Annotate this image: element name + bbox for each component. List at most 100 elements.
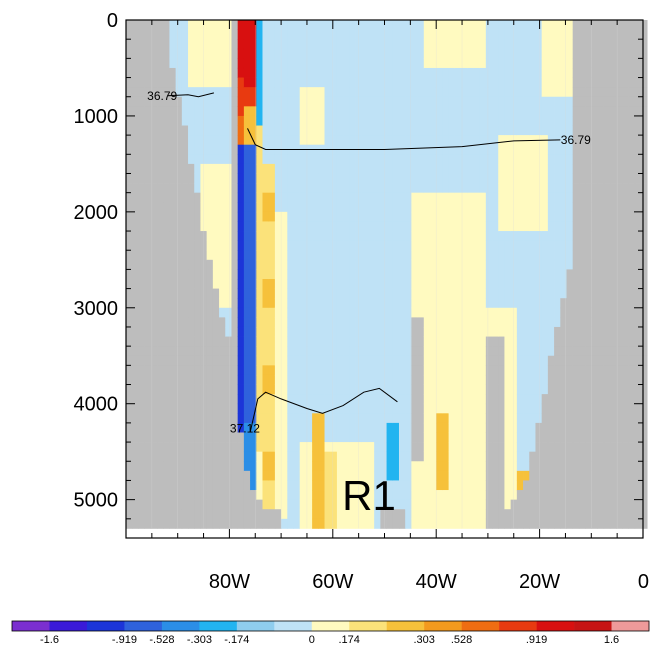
- field-cell: [150, 413, 158, 424]
- field-cell: [616, 374, 623, 385]
- field-cell: [262, 48, 270, 59]
- field-cell: [361, 432, 369, 443]
- field-cell: [442, 202, 449, 213]
- field-cell: [405, 67, 412, 78]
- field-cell: [138, 231, 146, 242]
- field-cell: [243, 67, 251, 78]
- field-cell: [138, 422, 146, 433]
- field-cell: [547, 480, 555, 491]
- field-cell: [547, 518, 555, 529]
- field-cell: [504, 355, 512, 366]
- field-cell: [516, 144, 524, 155]
- field-cell: [126, 202, 133, 213]
- field-cell: [473, 394, 481, 405]
- field-cell: [492, 221, 499, 232]
- field-cell: [560, 374, 567, 385]
- field-cell: [157, 365, 164, 376]
- field-cell: [516, 461, 524, 472]
- field-cell: [237, 48, 245, 59]
- field-cell: [206, 451, 214, 462]
- field-cell: [132, 470, 139, 481]
- field-cell: [169, 106, 177, 117]
- field-cell: [516, 250, 524, 261]
- field-cell: [219, 106, 226, 117]
- field-cell: [535, 231, 543, 242]
- field-cell: [467, 509, 474, 520]
- field-cell: [312, 346, 319, 357]
- field-cell: [250, 211, 257, 222]
- field-cell: [212, 518, 220, 529]
- field-cell: [578, 317, 586, 328]
- field-cell: [256, 115, 263, 126]
- field-cell: [206, 183, 214, 194]
- field-cell: [287, 163, 294, 174]
- field-cell: [287, 365, 294, 376]
- field-cell: [628, 77, 636, 88]
- field-cell: [554, 279, 561, 289]
- field-cell: [628, 307, 636, 318]
- field-cell: [492, 307, 499, 318]
- field-cell: [541, 192, 549, 203]
- field-cell: [566, 461, 574, 472]
- field-cell: [392, 442, 400, 453]
- field-cell: [150, 67, 158, 78]
- field-cell: [305, 269, 313, 280]
- field-cell: [461, 365, 468, 376]
- field-cell: [554, 154, 561, 165]
- field-cell: [219, 346, 226, 357]
- field-cell: [504, 413, 512, 424]
- field-cell: [597, 442, 605, 453]
- field-cell: [256, 96, 263, 107]
- field-cell: [163, 288, 170, 299]
- field-cell: [585, 144, 592, 155]
- field-cell: [529, 470, 536, 481]
- field-cell: [640, 509, 648, 520]
- field-cell: [367, 192, 375, 203]
- field-cell: [461, 211, 468, 222]
- field-cell: [299, 269, 307, 280]
- field-cell: [206, 298, 214, 309]
- field-cell: [274, 374, 282, 385]
- field-cell: [454, 58, 462, 69]
- field-cell: [361, 163, 369, 174]
- field-cell: [498, 240, 505, 251]
- field-cell: [461, 518, 468, 529]
- field-cell: [250, 298, 257, 309]
- field-cell: [398, 518, 406, 529]
- field-cell: [473, 499, 481, 510]
- field-cell: [405, 518, 412, 529]
- field-cell: [392, 394, 400, 405]
- field-cell: [144, 135, 152, 146]
- colorbar-label: .919: [526, 634, 547, 646]
- field-cell: [516, 173, 524, 184]
- field-cell: [380, 269, 387, 280]
- field-cell: [479, 279, 487, 289]
- field-cell: [237, 336, 245, 347]
- field-cell: [535, 154, 543, 165]
- field-cell: [367, 211, 375, 222]
- field-cell: [628, 250, 636, 261]
- field-cell: [361, 221, 369, 232]
- field-cell: [448, 221, 456, 232]
- field-cell: [640, 422, 648, 433]
- field-cell: [585, 202, 592, 213]
- field-cell: [386, 58, 394, 69]
- field-cell: [243, 231, 251, 242]
- field-cell: [454, 490, 462, 501]
- field-cell: [417, 394, 425, 405]
- field-cell: [566, 231, 574, 242]
- field-cell: [132, 403, 139, 414]
- field-cell: [188, 106, 195, 117]
- field-cell: [256, 77, 263, 88]
- field-cell: [578, 307, 586, 318]
- field-cell: [442, 96, 449, 107]
- field-cell: [634, 125, 642, 136]
- field-cell: [566, 135, 574, 146]
- field-cell: [597, 355, 605, 366]
- field-cell: [262, 20, 270, 30]
- field-cell: [591, 384, 598, 395]
- field-cell: [361, 250, 369, 261]
- field-cell: [585, 461, 592, 472]
- field-cell: [572, 413, 580, 424]
- field-cell: [361, 115, 369, 126]
